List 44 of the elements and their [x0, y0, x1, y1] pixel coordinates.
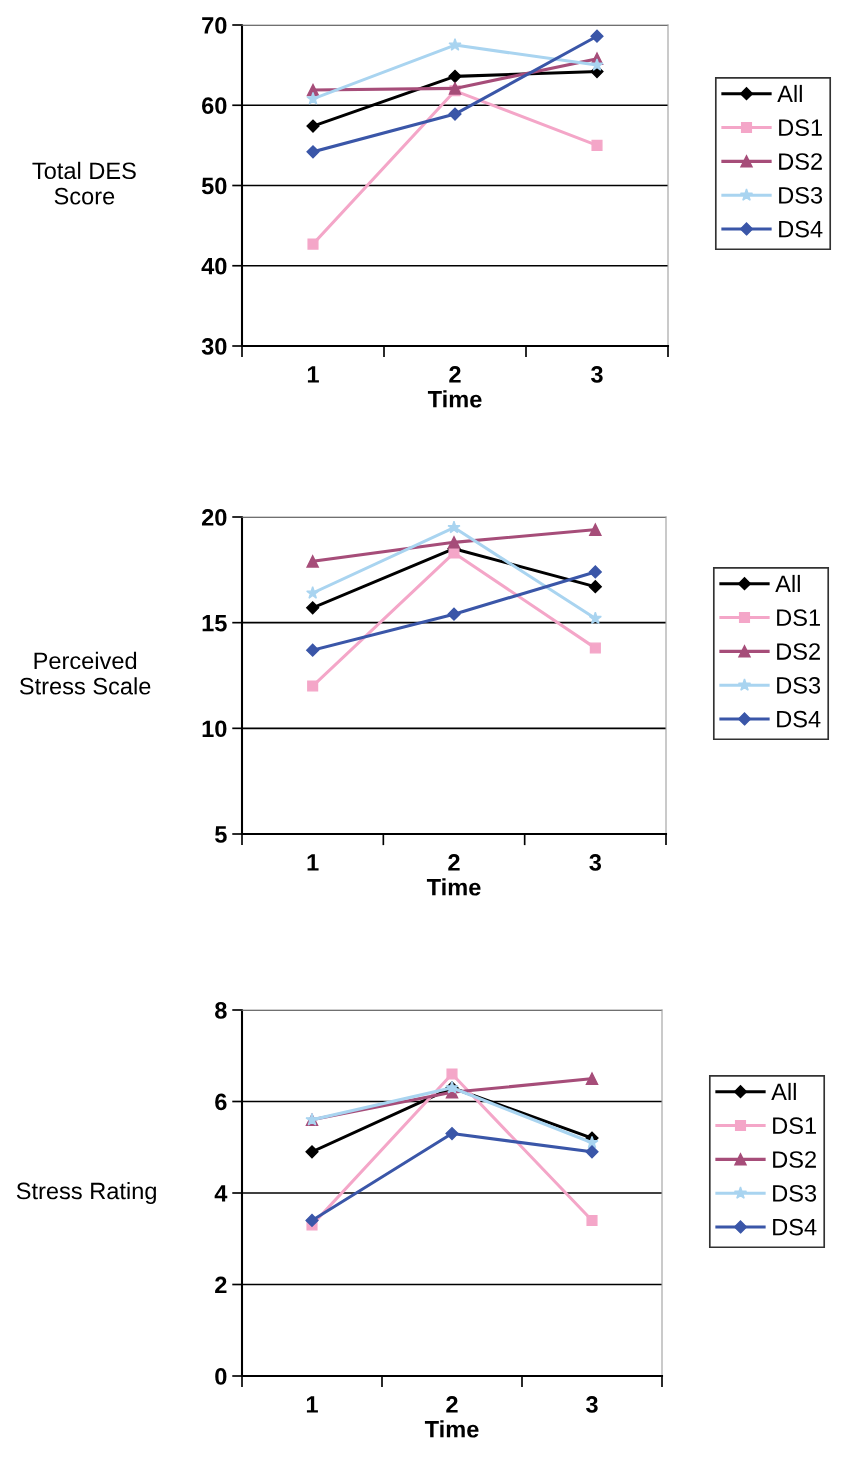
x-tick-label: 2: [448, 854, 460, 871]
y-tick-label: 40: [201, 257, 227, 275]
y-tick-label: 15: [202, 614, 227, 632]
y-tick-label: 70: [202, 17, 227, 34]
y-tick-label: 8: [215, 1002, 227, 1019]
y-axis-title: Total DES Score: [32, 161, 136, 205]
y-tick-label: 6: [215, 1093, 227, 1111]
x-tick-label: 1: [306, 1396, 318, 1413]
legend-label: All: [771, 1082, 796, 1100]
y-tick-label: 60: [202, 97, 227, 115]
y-tick-label: 10: [202, 720, 227, 738]
legend-label: DS1: [777, 609, 820, 627]
x-tick-label: 1: [307, 366, 319, 383]
x-tick-label: 3: [585, 1396, 598, 1413]
legend-label: DS3: [779, 186, 823, 204]
legend-label: DS2: [777, 643, 820, 660]
legend-label: All: [777, 84, 802, 102]
y-tick-label: 20: [201, 509, 227, 526]
legend-label: DS1: [773, 1117, 816, 1135]
y-tick-label: 30: [201, 338, 227, 355]
x-tick-label: 1: [307, 854, 319, 871]
x-axis-title: Time: [427, 390, 482, 408]
y-tick-label: 4: [214, 1185, 228, 1202]
x-tick-label: 2: [449, 366, 461, 383]
y-tick-label: 2: [215, 1276, 227, 1294]
legend-label: All: [775, 574, 800, 592]
legend-label: DS4: [777, 710, 821, 728]
y-tick-label: 0: [215, 1368, 227, 1385]
x-axis-title: Time: [426, 878, 481, 896]
y-axis-title: Perceived Stress Scale: [19, 651, 151, 695]
x-tick-label: 3: [590, 366, 603, 383]
y-tick-label: 5: [215, 826, 227, 843]
y-tick-label: 50: [201, 177, 227, 195]
x-tick-label: 2: [446, 1396, 458, 1413]
legend-label: DS2: [773, 1151, 816, 1168]
x-tick-label: 3: [589, 854, 602, 871]
legend-label: DS1: [779, 119, 822, 137]
y-axis-title: Stress Rating: [16, 1181, 156, 1205]
x-axis-title: Time: [424, 1420, 479, 1438]
legend-label: DS4: [779, 220, 823, 238]
legend-label: DS3: [773, 1184, 817, 1202]
legend-label: DS2: [779, 153, 822, 170]
legend-label: DS4: [773, 1218, 817, 1236]
legend-label: DS3: [777, 676, 821, 694]
